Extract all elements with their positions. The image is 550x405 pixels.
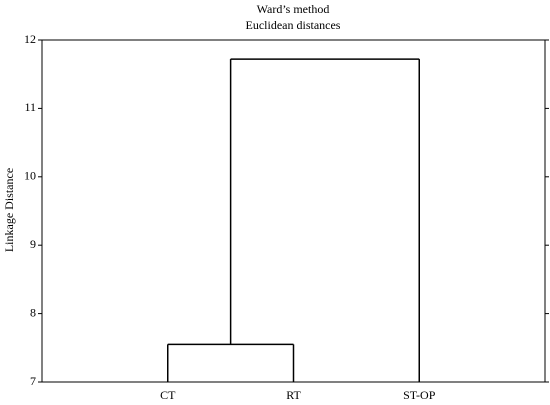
y-tick-label: 8 bbox=[30, 305, 36, 319]
chart-title: Ward’s method bbox=[257, 2, 330, 16]
y-tick-label: 11 bbox=[24, 100, 36, 114]
plot-frame bbox=[41, 39, 546, 383]
y-axis-label: Linkage Distance bbox=[2, 168, 16, 252]
y-tick-label: 12 bbox=[24, 32, 36, 46]
y-tick-label: 7 bbox=[30, 374, 36, 388]
x-tick-label: RT bbox=[286, 388, 301, 402]
y-tick-label: 10 bbox=[24, 169, 36, 183]
x-tick-label: CT bbox=[160, 388, 176, 402]
chart-subtitle: Euclidean distances bbox=[246, 18, 341, 32]
y-tick-label: 9 bbox=[30, 237, 36, 251]
x-tick-label: ST-OP bbox=[403, 388, 436, 402]
